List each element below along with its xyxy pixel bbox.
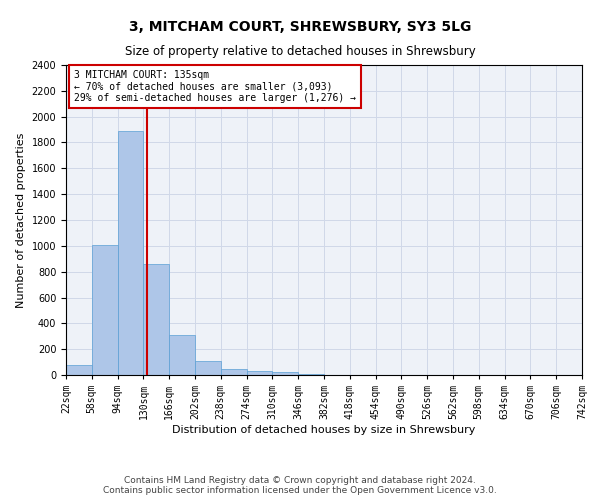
Text: Size of property relative to detached houses in Shrewsbury: Size of property relative to detached ho… <box>125 45 475 58</box>
X-axis label: Distribution of detached houses by size in Shrewsbury: Distribution of detached houses by size … <box>172 425 476 435</box>
Text: Contains HM Land Registry data © Crown copyright and database right 2024.
Contai: Contains HM Land Registry data © Crown c… <box>103 476 497 495</box>
Bar <box>247 371 272 375</box>
Bar <box>143 264 169 375</box>
Text: 3 MITCHAM COURT: 135sqm
← 70% of detached houses are smaller (3,093)
29% of semi: 3 MITCHAM COURT: 135sqm ← 70% of detache… <box>74 70 356 103</box>
Bar <box>272 372 298 375</box>
Bar <box>118 131 143 375</box>
Bar <box>298 374 324 375</box>
Bar <box>195 361 221 375</box>
Bar <box>169 335 195 375</box>
Y-axis label: Number of detached properties: Number of detached properties <box>16 132 26 308</box>
Text: 3, MITCHAM COURT, SHREWSBURY, SY3 5LG: 3, MITCHAM COURT, SHREWSBURY, SY3 5LG <box>129 20 471 34</box>
Bar <box>66 364 92 375</box>
Bar <box>221 369 247 375</box>
Bar <box>92 244 118 375</box>
